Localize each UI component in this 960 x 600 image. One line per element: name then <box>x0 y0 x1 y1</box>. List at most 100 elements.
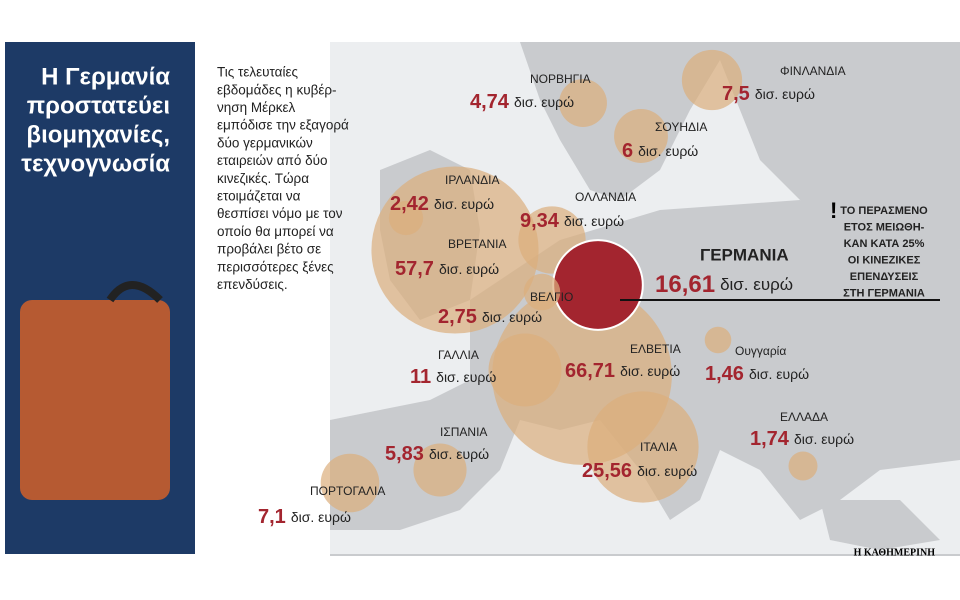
country-value: 5,83 δισ. ευρώ <box>385 443 489 465</box>
country-value: 57,7 δισ. ευρώ <box>395 258 499 280</box>
intro-line: εβδομάδες η κυβέρ- <box>217 82 337 97</box>
value-unit: δισ. ευρώ <box>638 143 698 159</box>
note-mark: ! <box>830 198 837 223</box>
briefcase <box>20 300 170 500</box>
value-number: 2,75 <box>438 306 477 328</box>
country-name: ΓΕΡΜΑΝΙΑ <box>700 245 789 264</box>
value-number: 5,83 <box>385 443 424 465</box>
country-bubble <box>559 79 607 127</box>
country-name: ΝΟΡΒΗΓΙΑ <box>530 72 591 86</box>
value-unit: δισ. ευρώ <box>434 196 494 212</box>
country-value: 7,5 δισ. ευρώ <box>722 83 815 105</box>
country-value: 2,42 δισ. ευρώ <box>390 193 494 215</box>
intro-line: Τις τελευταίες <box>217 65 298 80</box>
value-number: 6 <box>622 140 633 162</box>
title-line: προστατεύει <box>27 92 170 119</box>
country-name: ΦΙΝΛΑΝΔΙΑ <box>780 64 846 78</box>
credit: Η ΚΑΘΗΜΕΡΙΝΗ <box>854 547 936 558</box>
value-number: 66,71 <box>565 360 615 382</box>
country-name: ΕΛΛΑΔΑ <box>780 410 828 424</box>
country-name: ΒΡΕΤΑΝΙΑ <box>448 237 506 251</box>
intro-line: επενδύσεις. <box>217 277 288 292</box>
value-number: 1,74 <box>750 428 790 450</box>
value-unit: δισ. ευρώ <box>637 463 697 479</box>
title-line: βιομηχανίες, <box>26 121 170 148</box>
germany-bubble <box>552 239 644 331</box>
intro-line: δύο γερμανικών <box>217 135 313 150</box>
country-bubble <box>704 326 732 354</box>
note-line: ΕΠΕΝΔΥΣΕΙΣ <box>850 271 919 283</box>
country-value: 7,1 δισ. ευρώ <box>258 506 351 528</box>
value-number: 7,1 <box>258 506 286 528</box>
note-line: ΤΟ ΠΕΡΑΣΜΕΝΟ <box>840 205 928 217</box>
value-number: 7,5 <box>722 83 750 105</box>
note-line: ΕΤΟΣ ΜΕΙΩΘΗ- <box>844 221 925 233</box>
note-line: ΟΙ ΚΙΝΕΖΙΚΕΣ <box>848 254 921 266</box>
title-line: Η Γερμανία <box>41 63 170 90</box>
value-unit: δισ. ευρώ <box>749 366 809 382</box>
title-line: τεχνογνωσία <box>21 150 170 177</box>
country-value: 2,75 δισ. ευρώ <box>438 306 542 328</box>
country-name: ΠΟΡΤΟΓΑΛΙΑ <box>310 484 385 498</box>
value-unit: δισ. ευρώ <box>514 94 574 110</box>
bubbles <box>320 49 818 513</box>
intro-line: προβάλει βέτο σε <box>217 242 321 257</box>
country-value: 6 δισ. ευρώ <box>622 140 698 162</box>
country-name: ΙΣΠΑΝΙΑ <box>440 425 487 439</box>
intro-line: οποίο θα μπορεί να <box>217 224 334 239</box>
intro-line: εμπόδισε την εξαγορά <box>217 118 349 133</box>
intro-line: περισσότερες ξένες <box>217 259 334 274</box>
country-bubble <box>388 200 424 236</box>
country-bubble <box>587 391 699 503</box>
country-value: 11 δισ. ευρώ <box>410 366 496 388</box>
note-line: ΚΑΝ ΚΑΤΑ 25% <box>844 238 925 250</box>
value-number: 2,42 <box>390 193 429 215</box>
country-bubble <box>681 49 743 111</box>
country-name: ΒΕΛΓΙΟ <box>530 290 573 304</box>
value-unit: δισ. ευρώ <box>620 363 680 379</box>
value-number: 1,46 <box>705 363 744 385</box>
country-value: 16,61 δισ. ευρώ <box>655 271 793 298</box>
intro-line: εταιρειών από δύο <box>217 153 328 168</box>
country-value: 9,34 δισ. ευρώ <box>520 210 624 232</box>
country-bubble <box>614 109 668 163</box>
country-bubble <box>788 451 818 481</box>
value-unit: δισ. ευρώ <box>564 213 624 229</box>
country-bubble <box>413 443 467 497</box>
briefcase-handle <box>106 281 163 303</box>
intro-line: ετοιμάζεται να <box>217 188 301 203</box>
intro-line: νηση Μέρκελ <box>217 100 296 115</box>
country-name: ΕΛΒΕΤΙΑ <box>630 342 681 356</box>
country-name: Ουγγαρία <box>735 344 786 358</box>
country-value: 4,74 δισ. ευρώ <box>470 91 574 113</box>
value-number: 11 <box>410 366 431 388</box>
value-unit: δισ. ευρώ <box>755 86 815 102</box>
country-name: ΣΟΥΗΔΙΑ <box>655 120 707 134</box>
country-value: 25,56 δισ. ευρώ <box>582 460 697 482</box>
country-value: 1,74 δισ. ευρώ <box>750 428 854 450</box>
value-unit: δισ. ευρώ <box>429 446 489 462</box>
country-name: ΙΤΑΛΙΑ <box>640 440 677 454</box>
value-unit: δισ. ευρώ <box>794 431 854 447</box>
value-unit: δισ. ευρώ <box>482 309 542 325</box>
country-name: ΓΑΛΛΙΑ <box>438 348 479 362</box>
country-name: ΙΡΛΑΝΔΙΑ <box>445 173 500 187</box>
country-value: 66,71 δισ. ευρώ <box>565 360 680 382</box>
intro-line: κινεζικές. Τώρα <box>217 171 309 186</box>
value-unit: δισ. ευρώ <box>436 369 496 385</box>
value-number: 57,7 <box>395 258 434 280</box>
country-bubble <box>488 333 562 407</box>
value-number: 25,56 <box>582 460 632 482</box>
country-bubble <box>523 273 561 311</box>
value-unit: δισ. ευρώ <box>291 509 351 525</box>
value-unit: δισ. ευρώ <box>720 275 793 294</box>
intro-line: θεσπίσει νόμο με τον <box>217 206 343 221</box>
value-number: 9,34 <box>520 210 560 232</box>
country-bubble <box>320 453 380 513</box>
value-number: 4,74 <box>470 91 510 113</box>
country-name: ΟΛΛΑΝΔΙΑ <box>575 190 636 204</box>
value-unit: δισ. ευρώ <box>439 261 499 277</box>
value-number: 16,61 <box>655 271 715 298</box>
note-line: ΣΤΗ ΓΕΡΜΑΝΙΑ <box>843 287 925 299</box>
